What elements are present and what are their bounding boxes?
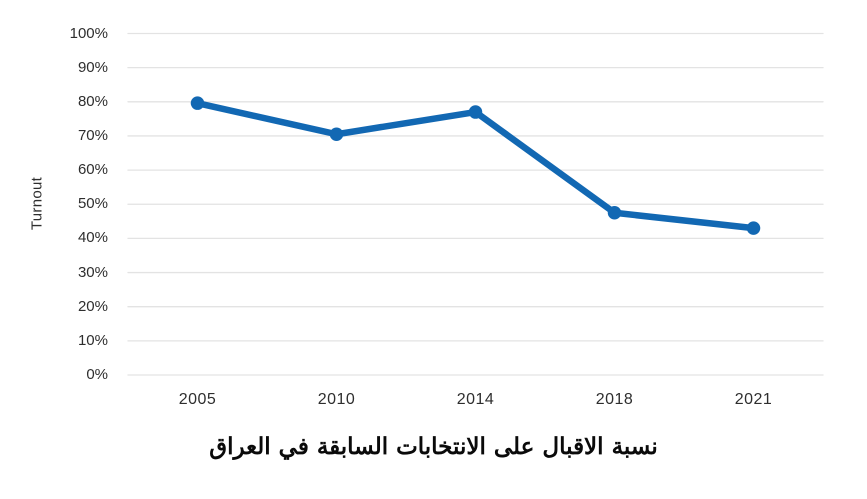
y-tick-label: 0% <box>86 366 108 383</box>
y-tick-label: 50% <box>77 195 108 213</box>
x-tick-label: 2014 <box>456 391 495 408</box>
y-tick-label: 40% <box>77 229 108 247</box>
y-tick-label: 70% <box>77 126 108 144</box>
y-tick-label: 60% <box>77 161 108 179</box>
turnout-series-line <box>194 99 757 232</box>
y-tick-label: 90% <box>77 58 108 76</box>
x-tick-label: 2005 <box>178 391 217 408</box>
chart-title: نسبة الاقبال على الانتخابات السابقة في ا… <box>209 433 658 460</box>
data-point-marker <box>746 221 761 235</box>
y-tick-label: 20% <box>77 297 108 315</box>
y-tick-label: 10% <box>77 331 108 349</box>
data-point-marker <box>329 127 344 141</box>
data-point-marker <box>468 105 483 119</box>
y-tick-label: 30% <box>77 263 108 281</box>
x-tick-label: 2010 <box>317 391 356 408</box>
y-tick-label: 80% <box>77 92 108 110</box>
x-tick-label: 2021 <box>734 391 773 408</box>
x-tick-label: 2018 <box>595 391 634 408</box>
y-tick-label: 100% <box>69 24 108 42</box>
data-point-marker <box>607 206 622 220</box>
data-point-marker <box>190 96 205 110</box>
